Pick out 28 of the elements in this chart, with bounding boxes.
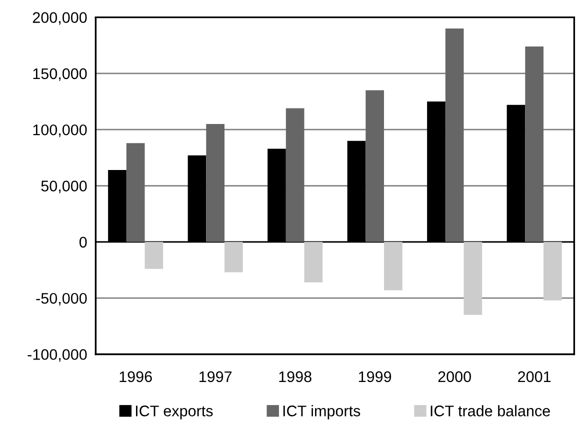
- x-tick-label: 1996: [120, 371, 152, 382]
- bar: [206, 124, 224, 242]
- bar: [464, 242, 482, 315]
- y-tick-label: 50,000: [41, 180, 87, 194]
- bar: [286, 108, 304, 242]
- x-tick-label: 1998: [279, 371, 312, 382]
- bar: [384, 242, 402, 290]
- bar: [445, 28, 464, 242]
- legend-label: ICT exports: [136, 406, 213, 420]
- bar: [126, 143, 145, 242]
- y-tick-label: -50,000: [36, 292, 87, 306]
- y-tick-label: 200,000: [32, 12, 87, 25]
- bar: [144, 242, 164, 269]
- x-tick-label: 1997: [200, 371, 232, 382]
- bar: [366, 90, 384, 242]
- y-tick-label: -100,000: [28, 349, 87, 362]
- x-tick-label: 2001: [518, 371, 551, 382]
- bar: [543, 242, 562, 300]
- bar: [224, 242, 243, 272]
- legend-label: ICT trade balance: [430, 405, 550, 416]
- y-tick-label: 150,000: [33, 68, 87, 81]
- y-tick-label: 100,000: [33, 124, 87, 138]
- x-tick-label: 2000: [438, 371, 471, 382]
- bar: [304, 242, 323, 282]
- y-tick-label: 0: [79, 236, 87, 248]
- bar: [525, 46, 544, 242]
- x-tick-label: 1999: [359, 371, 392, 382]
- legend-label: ICT imports: [283, 405, 360, 420]
